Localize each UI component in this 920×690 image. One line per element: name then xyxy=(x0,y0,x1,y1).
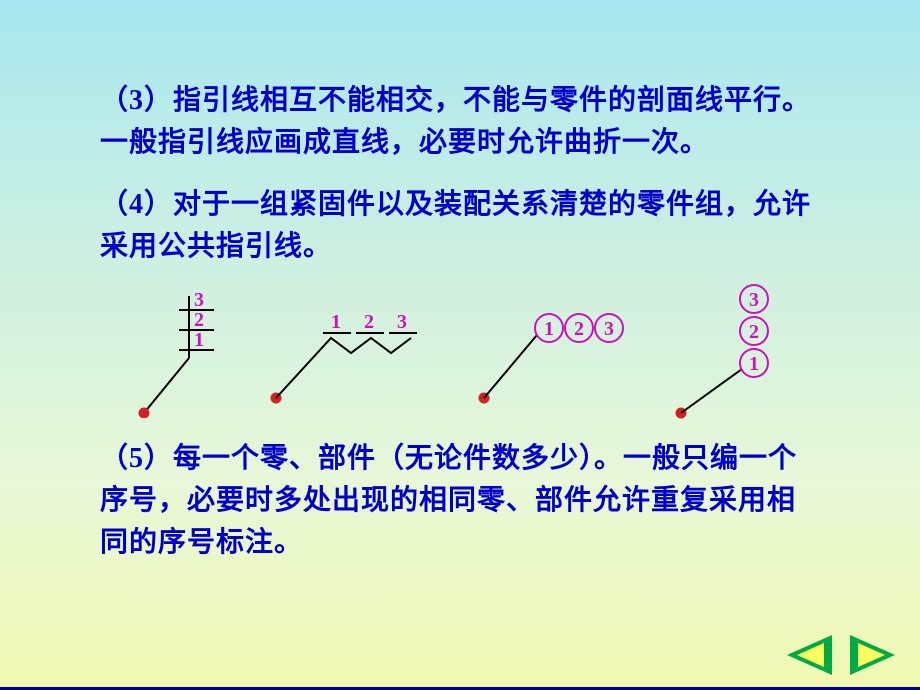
shelf-label-2: 2 xyxy=(194,309,204,331)
zigzag-label-1: 1 xyxy=(331,311,341,333)
hcirc-label-2: 2 xyxy=(574,318,584,340)
vcirc-label-1: 1 xyxy=(749,353,759,375)
zigzag-label-2: 2 xyxy=(364,311,374,333)
shelf-label-1: 1 xyxy=(194,329,204,351)
shelf-label-3: 3 xyxy=(194,289,204,311)
paragraph-4: （4）对于一组紧固件以及装配关系清楚的零件组，允许采用公共指引线。 xyxy=(100,184,820,268)
paragraph-3: （3）指引线相互不能相交，不能与零件的剖面线平行。一般指引线应画成直线，必要时允… xyxy=(100,80,820,164)
diagram-zigzag: 1 2 3 xyxy=(261,293,441,413)
zigzag-label-3: 3 xyxy=(397,311,407,333)
hcirc-label-3: 3 xyxy=(604,318,614,340)
diagrams-row: 1 2 3 1 2 3 1 2 3 xyxy=(120,288,800,418)
diagram-shelf: 1 2 3 xyxy=(134,288,234,418)
vcirc-label-3: 3 xyxy=(749,289,759,311)
diagram-circles-horizontal: 1 2 3 xyxy=(469,293,639,413)
nav-buttons xyxy=(787,635,895,675)
prev-button[interactable] xyxy=(787,635,832,675)
next-button[interactable] xyxy=(850,635,895,675)
paragraph-5: （5）每一个零、部件（无论件数多少）。一般只编一个序号，必要时多处出现的相同零、… xyxy=(100,438,820,564)
vcirc-label-2: 2 xyxy=(749,321,759,343)
hcirc-label-1: 1 xyxy=(544,318,554,340)
diagram-circles-vertical: 1 2 3 xyxy=(666,283,786,423)
